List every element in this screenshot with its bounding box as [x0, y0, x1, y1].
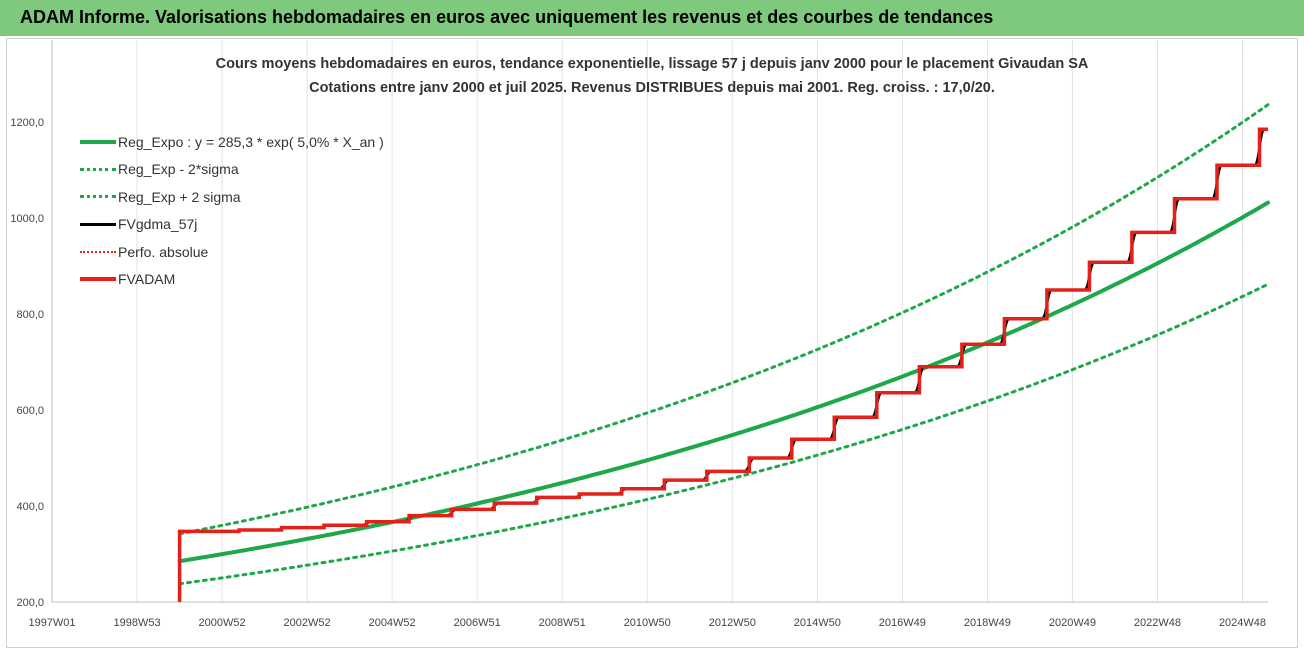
legend-label: Reg_Exp - 2*sigma: [118, 161, 239, 178]
x-tick-label: 1998W53: [113, 617, 160, 629]
series-line-reg-exp-minus: [178, 282, 1270, 586]
chart-legend: Reg_Expo : y = 285,3 * exp( 5,0% * X_an …: [80, 128, 384, 293]
legend-label: FVgdma_57j: [118, 216, 198, 233]
x-tick-label: 2016W49: [879, 617, 926, 629]
legend-item-perfo: Perfo. absolue: [80, 238, 384, 266]
x-tick-label: 2004W52: [369, 617, 416, 629]
legend-item-reg-expo: Reg_Expo : y = 285,3 * exp( 5,0% * X_an …: [80, 128, 384, 156]
x-tick-label: 2002W52: [284, 617, 331, 629]
header-banner: ADAM Informe. Valorisations hebdomadaire…: [0, 0, 1304, 36]
y-tick-label: 200,0: [16, 597, 44, 609]
legend-label: Reg_Expo : y = 285,3 * exp( 5,0% * X_an …: [118, 133, 384, 150]
series-line-reg-expo: [177, 200, 1270, 564]
series-line-fvadam: [177, 127, 1268, 602]
x-tick-label: 2022W48: [1134, 617, 1181, 629]
legend-swatch-dotted-red: [80, 250, 116, 253]
y-tick-label: 600,0: [16, 405, 44, 417]
y-tick-label: 1200,0: [10, 117, 44, 129]
x-tick-label: 2012W50: [709, 617, 756, 629]
legend-swatch-solid-red: [80, 277, 116, 282]
legend-item-fvadam: FVADAM: [80, 266, 384, 294]
series-line-reg-exp-plus: [178, 103, 1270, 536]
chart-title-line-1: Cours moyens hebdomadaires en euros, ten…: [215, 56, 1089, 72]
x-tick-label: 2014W50: [794, 617, 841, 629]
legend-label: FVADAM: [118, 271, 176, 288]
chart-frame: [6, 38, 1298, 648]
y-tick-label: 1000,0: [10, 213, 44, 225]
legend-swatch-dotted-green: [80, 167, 116, 171]
grid-lines: [51, 40, 1243, 602]
legend-swatch-solid-green: [80, 139, 116, 144]
x-tick-label: 2018W49: [964, 617, 1011, 629]
legend-item-reg-exp-minus: Reg_Exp - 2*sigma: [80, 156, 384, 184]
y-tick-label: 400,0: [16, 501, 44, 513]
series-lines: [177, 103, 1270, 602]
legend-label: Reg_Exp + 2 sigma: [118, 188, 241, 205]
x-tick-label: 2024W48: [1219, 617, 1266, 629]
legend-item-reg-exp-plus: Reg_Exp + 2 sigma: [80, 183, 384, 211]
legend-swatch-solid-black: [80, 222, 116, 226]
legend-label: Perfo. absolue: [118, 243, 209, 260]
page-title: ADAM Informe. Valorisations hebdomadaire…: [20, 7, 994, 27]
x-tick-label: 2010W50: [624, 617, 671, 629]
chart-title-line-2: Cotations entre janv 2000 et juil 2025. …: [309, 80, 995, 96]
x-tick-label: 2006W51: [454, 617, 501, 629]
x-tick-label: 1997W01: [28, 617, 75, 629]
x-tick-label: 2020W49: [1049, 617, 1096, 629]
x-tick-label: 2000W52: [199, 617, 246, 629]
tick-labels: 1997W01 1998W53 2000W52 2002W52 2004W52 2006W…: [10, 117, 1266, 629]
y-tick-label: 800,0: [16, 309, 44, 321]
axes: [51, 40, 1268, 603]
legend-item-fvgdma: FVgdma_57j: [80, 211, 384, 239]
x-tick-label: 2008W51: [539, 617, 586, 629]
legend-swatch-dotted-green: [80, 195, 116, 199]
